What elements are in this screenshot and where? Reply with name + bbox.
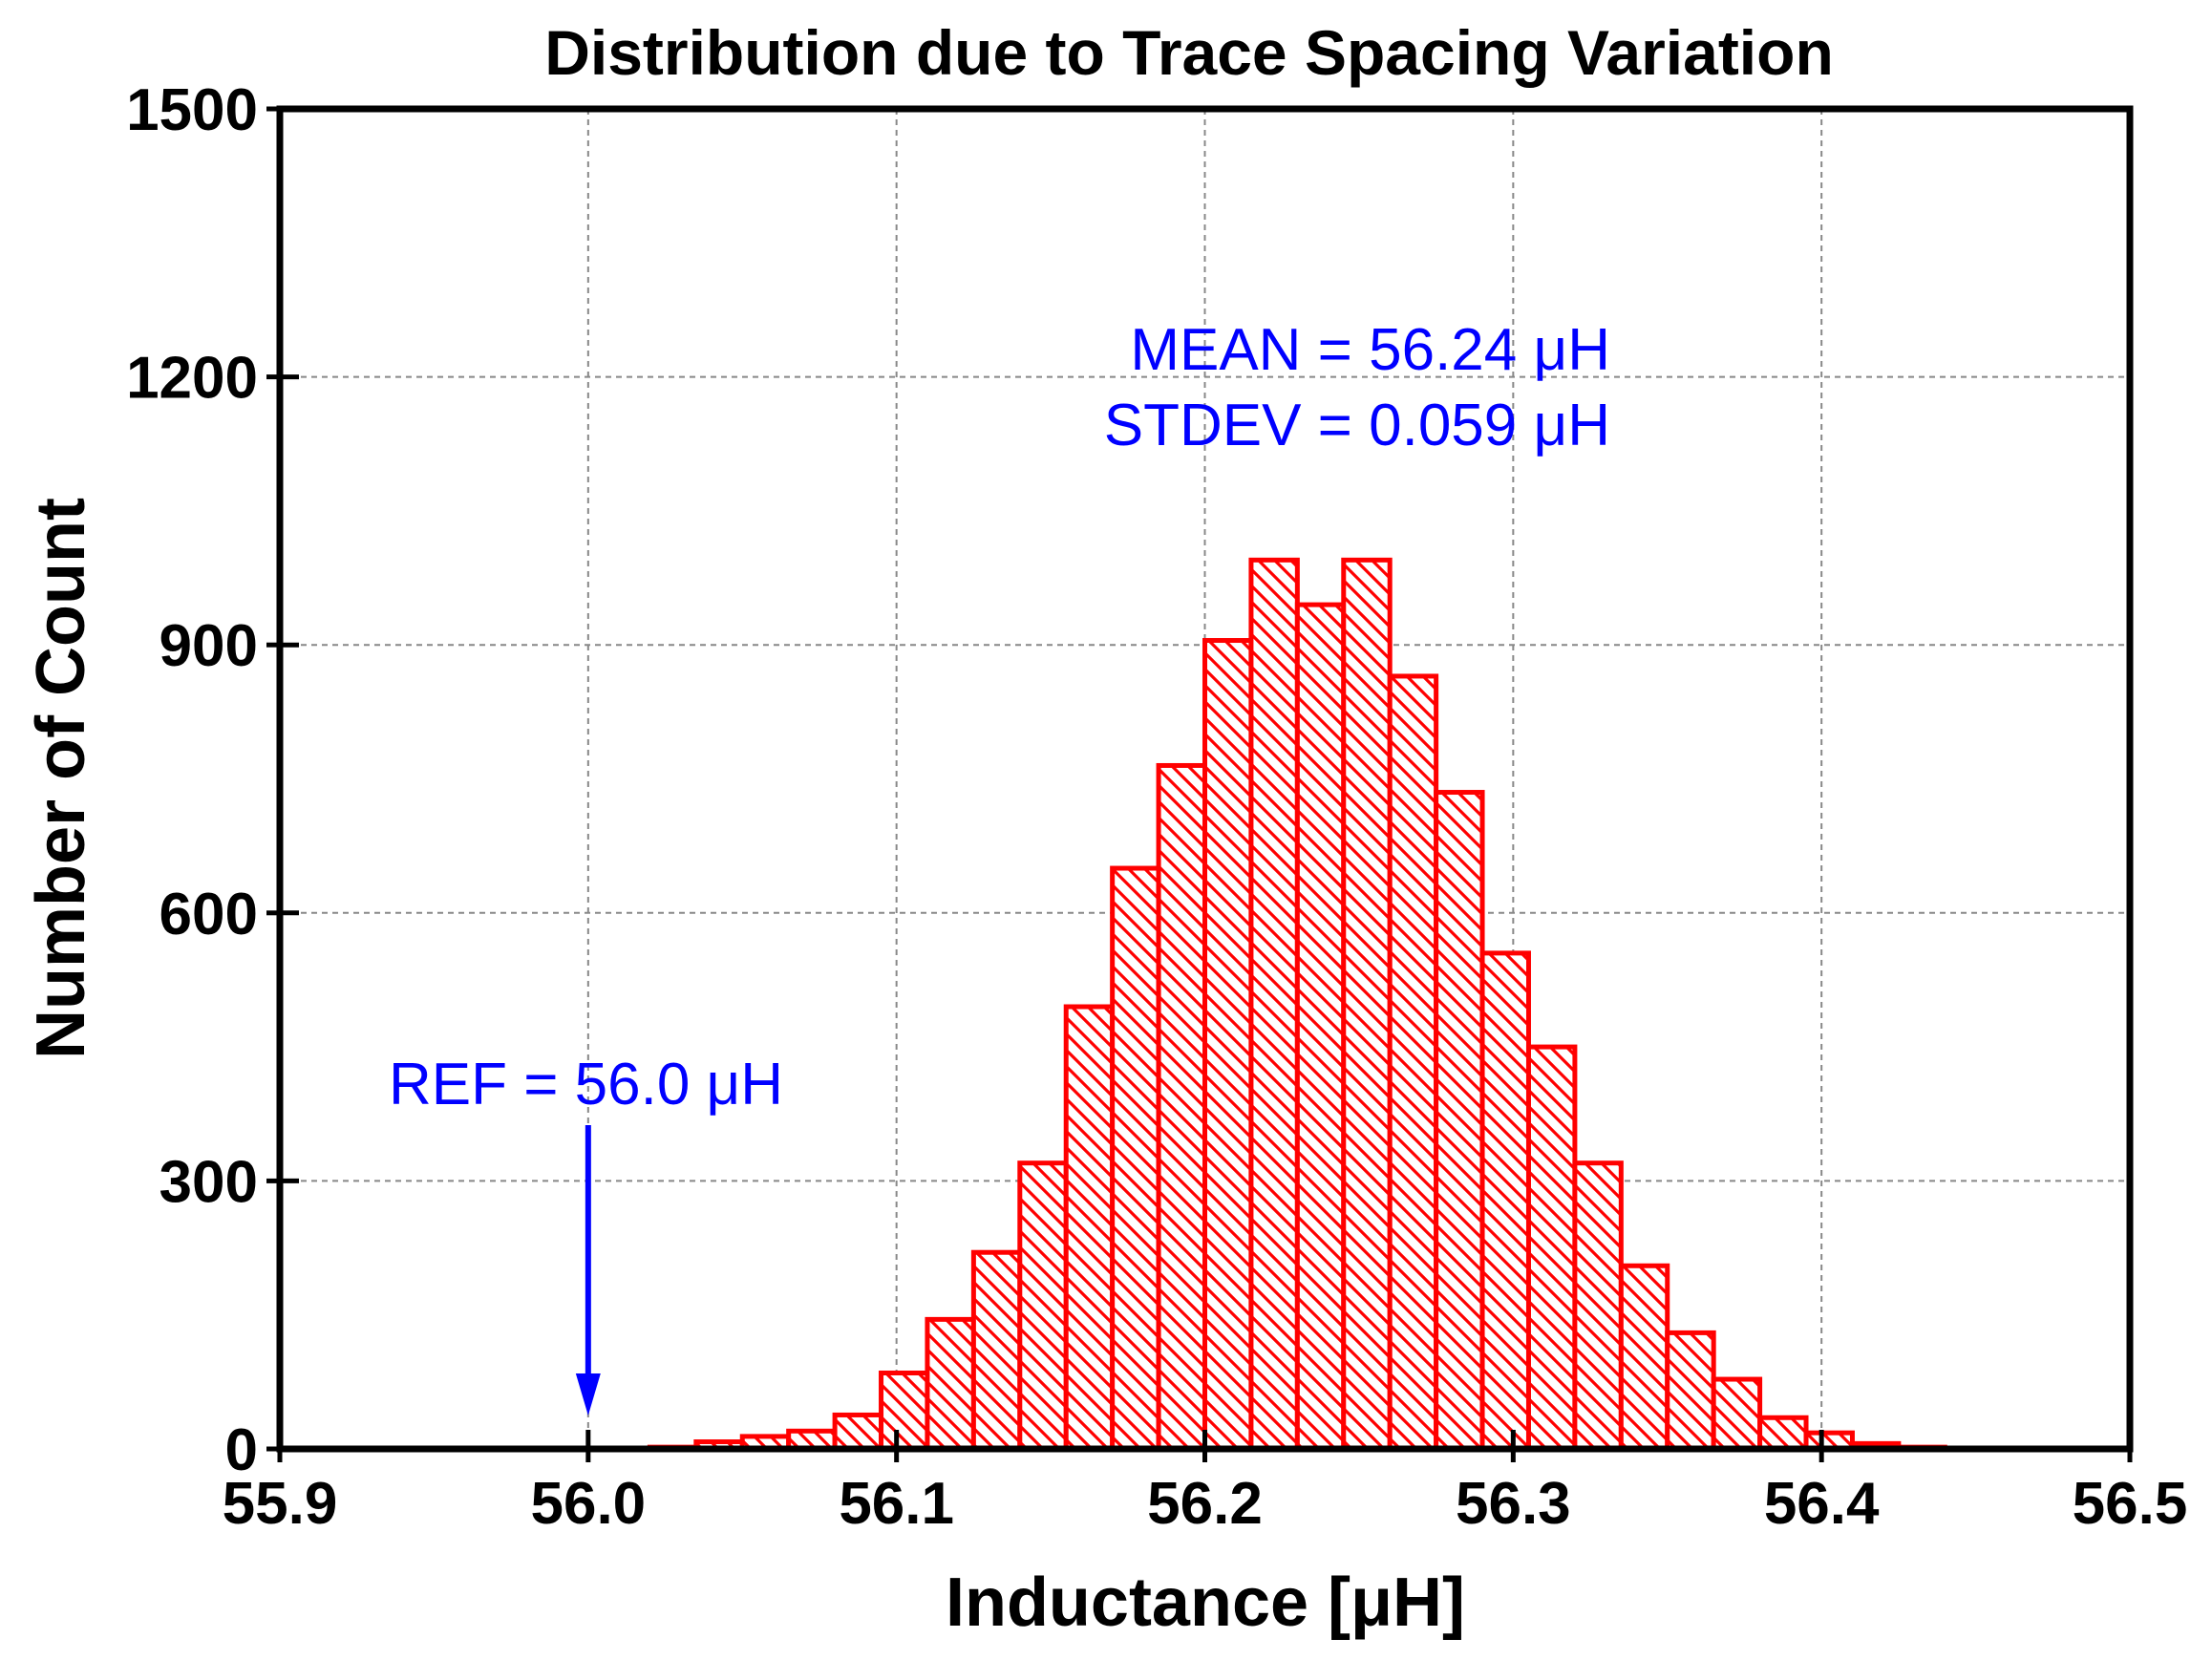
histogram-bars bbox=[647, 557, 1947, 1452]
histogram-bar bbox=[879, 1370, 930, 1452]
histogram-bar bbox=[1479, 950, 1531, 1452]
y-tick-label: 0 bbox=[225, 1417, 258, 1483]
ref-arrow-head bbox=[575, 1373, 601, 1415]
y-tick-label: 900 bbox=[160, 613, 258, 679]
y-tick-label: 1500 bbox=[126, 77, 258, 143]
histogram-bar bbox=[1434, 790, 1485, 1452]
y-tick-label: 600 bbox=[160, 882, 258, 947]
mean-annotation: MEAN = 56.24 μH bbox=[1130, 317, 1610, 383]
y-tick-label: 1200 bbox=[126, 346, 258, 412]
histogram-bar bbox=[970, 1249, 1023, 1452]
histogram-bar bbox=[1248, 557, 1300, 1452]
x-tick-label: 56.4 bbox=[1764, 1471, 1880, 1537]
histogram-bar bbox=[1156, 762, 1207, 1452]
histogram-bar bbox=[1294, 602, 1347, 1452]
histogram-bar bbox=[1757, 1415, 1809, 1452]
histogram-bar bbox=[925, 1316, 976, 1452]
histogram-bar bbox=[1341, 557, 1393, 1452]
axes: 55.9 56.0 56.1 56.2 56.3 56.4 56.5 0 300 600 900 12… bbox=[126, 77, 2187, 1537]
ref-annotation: REF = 56.0 μH bbox=[389, 1052, 783, 1117]
x-tick-label: 56.3 bbox=[1456, 1471, 1571, 1537]
x-tick-label: 55.9 bbox=[223, 1471, 338, 1537]
histogram-bar bbox=[1525, 1044, 1578, 1452]
histogram-bar bbox=[1110, 865, 1161, 1452]
x-tick-label: 56.2 bbox=[1147, 1471, 1263, 1537]
x-tick-label: 56.0 bbox=[530, 1471, 646, 1537]
x-tick-label: 56.1 bbox=[839, 1471, 954, 1537]
y-tick-label: 300 bbox=[160, 1149, 258, 1215]
histogram-bar bbox=[1665, 1330, 1716, 1452]
histogram-bar bbox=[1711, 1376, 1763, 1452]
histogram-bar bbox=[1572, 1160, 1624, 1452]
histogram-bar bbox=[1387, 673, 1439, 1452]
histogram-bar bbox=[1063, 1004, 1116, 1452]
histogram-bar bbox=[1202, 638, 1254, 1452]
ref-arrow bbox=[575, 1125, 601, 1415]
histogram-bar bbox=[1017, 1160, 1069, 1452]
x-tick-label: 56.5 bbox=[2073, 1471, 2188, 1537]
stdev-annotation: STDEV = 0.059 μH bbox=[1104, 393, 1610, 458]
histogram-bar bbox=[832, 1412, 884, 1452]
chart-title: Distribution due to Trace Spacing Variat… bbox=[544, 17, 1834, 88]
y-axis-title: Number of Count bbox=[23, 498, 99, 1059]
histogram-bar bbox=[1618, 1263, 1670, 1452]
x-axis-title: Inductance [μH] bbox=[946, 1564, 1465, 1641]
